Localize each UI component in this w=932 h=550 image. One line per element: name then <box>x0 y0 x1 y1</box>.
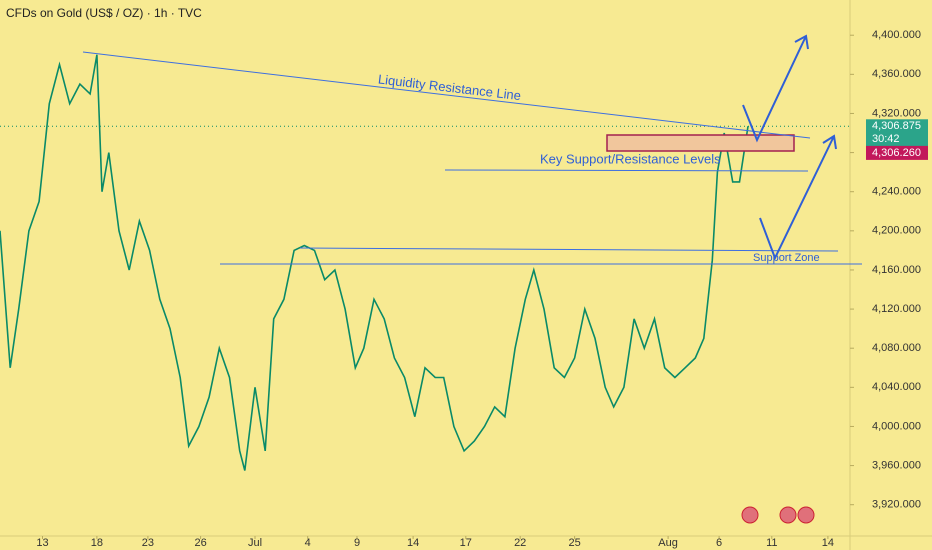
x-tick-label: Jul <box>248 537 262 549</box>
key-zone <box>606 134 795 152</box>
y-tick-label: 3,960.000 <box>872 459 921 471</box>
x-tick-label: 17 <box>460 537 472 549</box>
level-line <box>299 247 839 252</box>
event-icon <box>741 506 759 524</box>
y-tick-label: 4,040.000 <box>872 381 921 393</box>
x-tick-label: 26 <box>194 537 206 549</box>
event-icon <box>797 506 815 524</box>
x-tick-label: 14 <box>407 537 419 549</box>
x-tick-label: 9 <box>354 537 360 549</box>
x-tick-label: 6 <box>716 537 722 549</box>
y-tick-label: 3,920.000 <box>872 499 921 511</box>
bid-price-label: 4,306.260 <box>872 147 921 159</box>
price-line <box>0 54 749 471</box>
y-tick-label: 4,400.000 <box>872 29 921 41</box>
y-tick-label: 4,120.000 <box>872 303 921 315</box>
x-tick-label: 22 <box>514 537 526 549</box>
y-tick-label: 4,200.000 <box>872 225 921 237</box>
last-price-label: 4,306.875 <box>872 120 921 132</box>
trend-line <box>82 51 811 139</box>
x-tick-label: 4 <box>305 537 311 549</box>
projection-arrow <box>742 35 807 143</box>
annotation: Support Zone <box>753 252 820 264</box>
chart-title: CFDs on Gold (US$ / OZ) · 1h · TVC <box>6 6 202 20</box>
y-tick-label: 4,000.000 <box>872 420 921 432</box>
x-tick-label: 18 <box>91 537 103 549</box>
y-tick-label: 4,360.000 <box>872 68 921 80</box>
x-tick-label: 13 <box>36 537 48 549</box>
y-tick-label: 4,080.000 <box>872 342 921 354</box>
event-icon <box>779 506 797 524</box>
last-price-box <box>866 119 928 147</box>
x-tick-label: 11 <box>766 537 777 549</box>
x-tick-label: Aug <box>658 537 678 549</box>
countdown: 30:42 <box>872 133 900 145</box>
arrow-head <box>794 34 809 50</box>
x-tick-label: 14 <box>822 537 834 549</box>
y-tick-label: 4,320.000 <box>872 107 921 119</box>
level-line <box>444 169 809 172</box>
bid-price-box <box>866 145 928 160</box>
x-tick-label: 25 <box>568 537 580 549</box>
y-tick-label: 4,160.000 <box>872 264 921 276</box>
event-icons <box>741 506 815 524</box>
title-bg <box>0 4 196 24</box>
projection-arrow <box>759 135 835 261</box>
x-tick-label: 23 <box>142 537 154 549</box>
annotation: Key Support/Resistance Levels <box>540 151 721 166</box>
y-tick-label: 4,240.000 <box>872 186 921 198</box>
arrow-head <box>822 134 837 150</box>
